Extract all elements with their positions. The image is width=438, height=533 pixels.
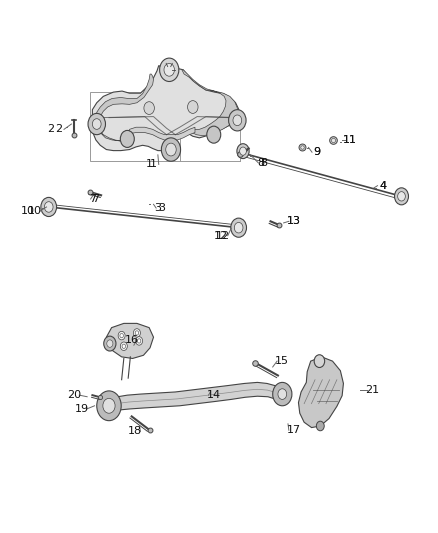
Circle shape (237, 144, 249, 159)
Text: 4: 4 (379, 181, 386, 191)
Circle shape (120, 342, 127, 351)
Circle shape (161, 138, 180, 161)
Circle shape (231, 218, 247, 237)
Polygon shape (130, 127, 195, 141)
Circle shape (88, 114, 106, 135)
Text: 7: 7 (89, 194, 96, 204)
Circle shape (234, 222, 243, 233)
Circle shape (278, 389, 287, 399)
Text: 10: 10 (28, 206, 42, 216)
Circle shape (92, 119, 101, 130)
Text: 7: 7 (92, 194, 99, 204)
Circle shape (229, 110, 246, 131)
Text: 2: 2 (55, 124, 62, 134)
Polygon shape (182, 70, 237, 136)
Polygon shape (92, 66, 240, 151)
Text: 1: 1 (146, 159, 152, 169)
Text: 12: 12 (214, 231, 228, 241)
Circle shape (138, 339, 141, 343)
Text: 9: 9 (314, 147, 321, 157)
Text: 12: 12 (215, 231, 230, 241)
Text: 8: 8 (260, 158, 267, 168)
Text: 17: 17 (287, 425, 301, 435)
Circle shape (187, 101, 198, 114)
Text: 13: 13 (287, 216, 301, 227)
Circle shape (41, 197, 57, 216)
Circle shape (136, 337, 143, 345)
Circle shape (44, 201, 53, 212)
Circle shape (122, 344, 126, 349)
Text: 3: 3 (154, 203, 161, 213)
Circle shape (316, 421, 324, 431)
Text: 8: 8 (257, 158, 264, 168)
Bar (90, 92, 180, 161)
Polygon shape (298, 357, 343, 427)
Circle shape (107, 340, 113, 348)
Text: 3: 3 (158, 203, 165, 213)
Text: 20: 20 (67, 390, 81, 400)
Circle shape (97, 391, 121, 421)
Text: 15: 15 (276, 356, 290, 366)
Circle shape (135, 331, 139, 335)
Circle shape (120, 131, 134, 148)
Circle shape (144, 102, 154, 115)
Circle shape (103, 398, 115, 413)
Text: 11: 11 (343, 135, 357, 145)
Circle shape (207, 126, 221, 143)
Text: 21: 21 (365, 385, 379, 395)
Circle shape (134, 329, 141, 337)
Circle shape (240, 147, 247, 155)
Circle shape (159, 58, 179, 82)
Circle shape (104, 336, 116, 351)
Text: 19: 19 (74, 404, 88, 414)
Text: 18: 18 (128, 426, 142, 437)
Circle shape (118, 332, 125, 340)
Text: 16: 16 (125, 335, 139, 345)
Circle shape (273, 382, 292, 406)
Text: 1: 1 (150, 159, 157, 169)
Text: 14: 14 (207, 390, 221, 400)
Text: 9: 9 (314, 147, 321, 157)
Circle shape (120, 334, 124, 338)
Text: 13: 13 (287, 216, 301, 227)
Circle shape (398, 192, 405, 201)
Circle shape (395, 188, 409, 205)
Circle shape (166, 143, 176, 156)
Circle shape (233, 115, 242, 126)
Text: 2: 2 (47, 124, 54, 134)
Circle shape (164, 63, 174, 76)
Text: 4: 4 (379, 181, 386, 191)
Text: 11: 11 (343, 135, 357, 145)
Text: 10: 10 (21, 206, 35, 216)
Polygon shape (106, 324, 153, 359)
Polygon shape (97, 74, 153, 141)
Polygon shape (111, 382, 283, 412)
Circle shape (314, 355, 325, 368)
